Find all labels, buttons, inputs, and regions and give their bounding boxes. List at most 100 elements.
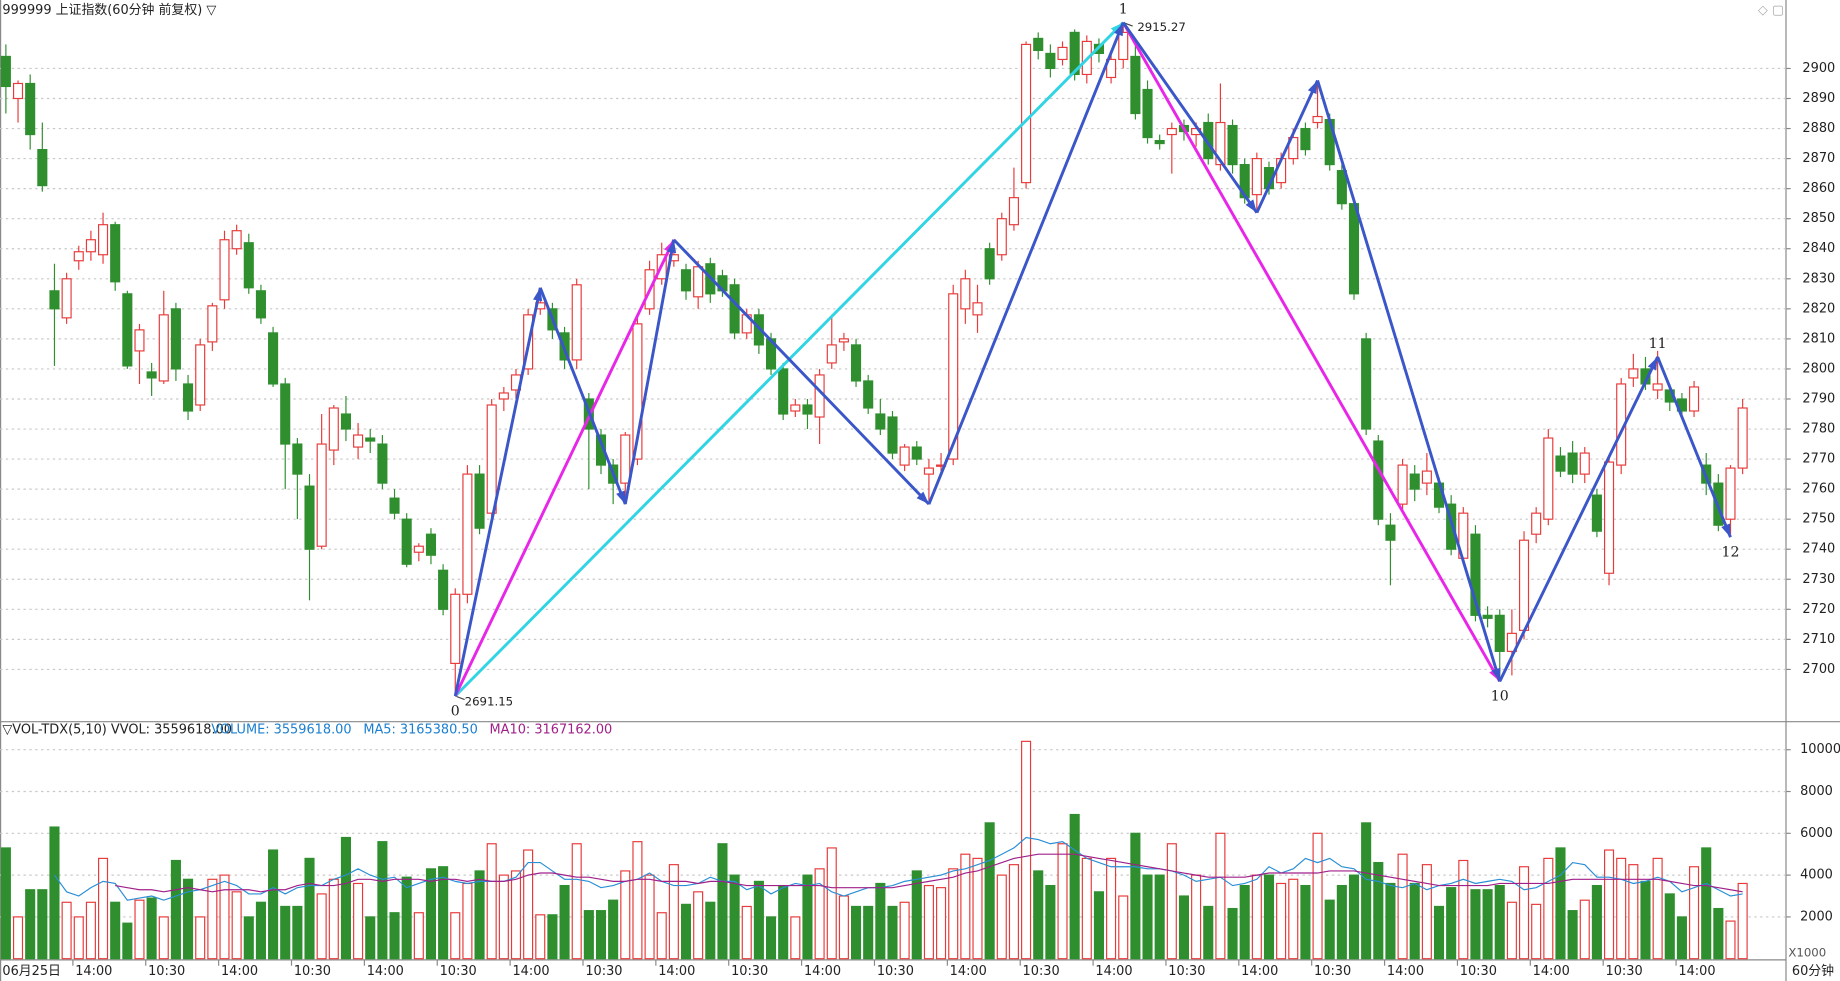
wave-arrowhead: [916, 491, 929, 505]
candle-body: [1069, 31, 1080, 76]
wave-arrowhead: [1110, 22, 1124, 36]
volume-bar: [1737, 882, 1748, 960]
volume-bar: [1470, 889, 1481, 960]
volume-bar: [1555, 847, 1566, 960]
volume-bar: [1361, 822, 1372, 960]
y-tick-label: 2840: [1802, 241, 1835, 256]
volume-bar: [1567, 910, 1578, 960]
volume-bar: [583, 910, 594, 960]
x-tick-label: 10:30: [877, 964, 914, 979]
wave-arrowhead: [666, 239, 677, 254]
volume-bar: [438, 866, 449, 960]
candle-body: [268, 332, 279, 385]
x-tick-label: 06月25日: [2, 964, 61, 979]
volume-bar: [1409, 882, 1420, 960]
volume-bar: [705, 901, 716, 960]
x-tick-label: 14:00: [804, 964, 841, 979]
x-tick-label: 14:00: [658, 964, 695, 979]
wave-segment: [538, 287, 627, 505]
volume-bar: [219, 874, 230, 960]
candle-body: [1215, 121, 1226, 166]
volume-bar: [523, 849, 534, 960]
candle-body: [219, 239, 230, 301]
wave-arrowhead: [1307, 80, 1318, 95]
candle-body: [899, 446, 910, 466]
y-tick-label: 10000: [1800, 742, 1840, 757]
candle-body: [680, 269, 692, 292]
volume-bar: [1640, 880, 1651, 960]
wave-segment: [927, 22, 1125, 505]
candle-body: [304, 485, 315, 550]
candle-body: [1470, 533, 1481, 616]
x-tick-label: 14:00: [221, 964, 258, 979]
candle-body: [170, 308, 181, 370]
window-icons[interactable]: ◇ ▢: [1758, 3, 1784, 18]
volume-bar: [280, 905, 291, 960]
volume-bar: [1106, 857, 1117, 960]
volume-bar: [1652, 857, 1663, 960]
x-tick-label: 10:30: [1168, 964, 1205, 979]
volume-bar: [462, 882, 473, 960]
volume-bar: [1494, 884, 1505, 960]
x-tick-label: 14:00: [1533, 964, 1570, 979]
candle-body: [438, 569, 449, 610]
volume-bar: [340, 836, 351, 960]
volume-bar: [1604, 849, 1615, 960]
candle-body: [474, 473, 485, 529]
volume-bar: [802, 874, 813, 960]
high-price-label: 2915.27: [1137, 20, 1185, 34]
volume-bar: [753, 880, 764, 960]
volume-bar: [887, 905, 898, 960]
candle-body: [1579, 452, 1590, 475]
candle-body: [802, 404, 813, 415]
wave-label: 10: [1491, 689, 1509, 705]
volume-bar: [863, 905, 874, 960]
unit-label: X1000: [1788, 945, 1826, 959]
volume-bar: [110, 901, 121, 960]
candle-body: [1555, 455, 1566, 472]
period-label: 60分钟: [1792, 963, 1834, 979]
chart-title: 999999 上证指数(60分钟 前复权) ▽: [2, 2, 216, 18]
volume-bar: [936, 887, 947, 960]
volume-bar: [1531, 903, 1542, 960]
candle-body: [826, 344, 837, 364]
candle-body: [158, 314, 169, 382]
candle-body: [571, 284, 582, 361]
wave-label: 1: [1119, 2, 1128, 18]
volume-bar: [170, 859, 181, 960]
y-tick-label: 2780: [1802, 422, 1835, 437]
wave-segment: [1656, 356, 1732, 538]
x-tick-label: 14:00: [950, 964, 987, 979]
candle-body: [280, 383, 291, 445]
volume-bar: [911, 870, 922, 960]
candle-body: [863, 380, 874, 409]
volume-bar: [1276, 882, 1287, 960]
volume-bar: [1446, 887, 1457, 960]
volume-bar: [547, 914, 558, 960]
y-tick-label: 2740: [1802, 542, 1835, 557]
volume-bar: [377, 841, 388, 960]
volume-bar: [401, 876, 412, 960]
candle-body: [1348, 203, 1360, 295]
candle-body: [134, 329, 145, 352]
wave-arrowhead: [1721, 523, 1731, 538]
volume-bar: [1689, 866, 1700, 960]
volume-bar: [620, 870, 631, 960]
candle-body: [972, 302, 983, 316]
x-tick-label: 14:00: [1678, 964, 1715, 979]
volume-bar: [1543, 857, 1554, 960]
volume-bar: [1300, 884, 1311, 960]
volume-bar: [1239, 884, 1250, 960]
volume-bar: [207, 878, 218, 960]
candle-body: [1166, 127, 1177, 136]
y-tick-label: 2700: [1802, 662, 1835, 677]
candle-body: [1591, 494, 1602, 532]
candle-body: [1203, 121, 1214, 160]
volume-bar: [1288, 878, 1299, 960]
volume-bar: [1263, 874, 1275, 960]
candle-body: [729, 284, 740, 334]
candle-body: [1446, 503, 1457, 550]
wave-segment: [453, 239, 676, 697]
volume-bar: [25, 889, 36, 960]
volume-bar: [1093, 891, 1104, 960]
